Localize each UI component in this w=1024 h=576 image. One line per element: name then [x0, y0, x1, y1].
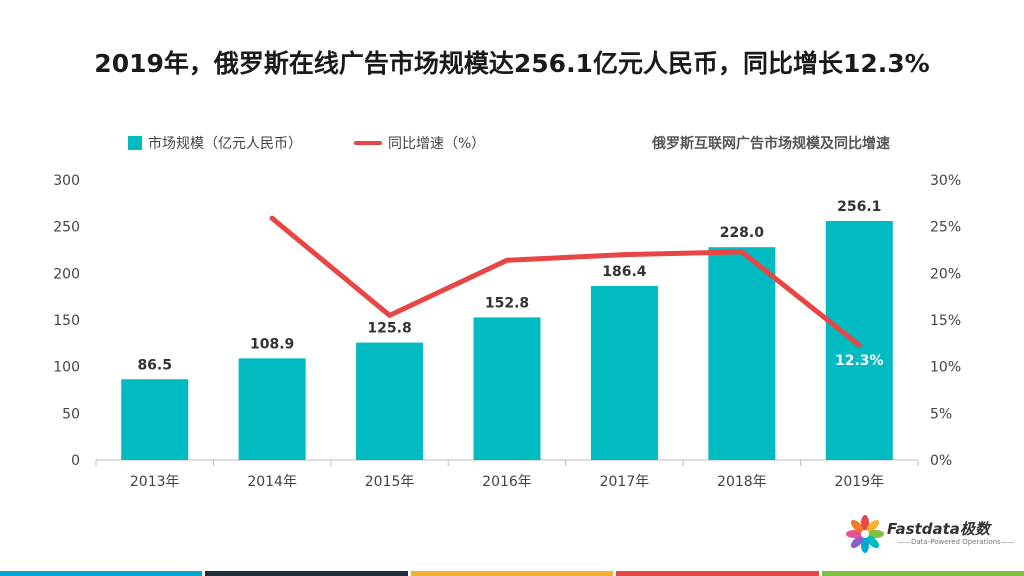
growth-point-2018年 [739, 249, 745, 255]
page-title: 2019年，俄罗斯在线广告市场规模达256.1亿元人民币，同比增长12.3% [94, 49, 930, 78]
growth-point-2015年 [387, 312, 393, 318]
legend-item-market-size: 市场规模（亿元人民币） [128, 133, 302, 153]
y-right-tick-label: 30% [930, 173, 961, 189]
bar-value-label: 86.5 [137, 357, 172, 373]
legend-swatch-line [354, 141, 382, 145]
bar-value-label: 108.9 [250, 336, 294, 352]
bar-2017年 [590, 286, 658, 460]
bar-value-label: 125.8 [367, 321, 411, 337]
bar-2015年 [356, 342, 424, 460]
growth-point-2019年 [856, 342, 862, 348]
brand-tagline: ——Data-Powered Operations—— [897, 538, 1015, 546]
x-tick-label: 2019年 [834, 474, 884, 490]
bar-2018年 [708, 247, 776, 460]
y-right-tick-label: 15% [930, 313, 961, 329]
y-left-tick-label: 100 [53, 360, 80, 376]
bar-2014年 [238, 358, 306, 460]
footer-segment [821, 571, 1024, 576]
bar-value-label: 186.4 [602, 264, 647, 280]
x-tick-label: 2013年 [130, 474, 180, 490]
y-right-tick-label: 10% [930, 360, 961, 376]
bar-2013年 [121, 379, 189, 460]
footer-segment [616, 571, 819, 576]
y-left-tick-label: 250 [53, 220, 80, 236]
footer-segment [0, 571, 203, 576]
brand-logo: Fastdata极数 ——Data-Powered Operations—— [845, 512, 1015, 556]
growth-line [269, 215, 862, 348]
legend-label-market-size: 市场规模（亿元人民币） [148, 136, 302, 152]
x-tick-label: 2018年 [717, 474, 767, 490]
y-right-tick-label: 25% [930, 220, 961, 236]
y-right-tick-label: 5% [930, 406, 952, 422]
bar-value-label: 152.8 [485, 295, 529, 311]
bar-2016年 [473, 317, 541, 460]
growth-point-2014年 [269, 215, 275, 221]
y-left-tick-label: 0 [71, 453, 80, 469]
x-tick-label: 2014年 [247, 474, 297, 490]
x-tick-label: 2017年 [600, 474, 650, 490]
y-left-tick-label: 200 [53, 266, 80, 282]
y-right-tick-label: 0% [930, 453, 952, 469]
x-tick-label: 2016年 [482, 474, 532, 490]
chart-title: 俄罗斯互联网广告市场规模及同比增速 [652, 136, 890, 152]
bar-2019年 [825, 220, 893, 460]
x-tick-label: 2015年 [365, 474, 415, 490]
footer-segment [205, 571, 408, 576]
legend-label-growth: 同比增速（%） [388, 136, 486, 152]
brand-name: Fastdata极数 [887, 520, 990, 538]
footer-segment [410, 571, 614, 576]
growth-point-2016年 [504, 257, 510, 263]
y-left-tick-label: 150 [53, 313, 80, 329]
bar-value-label: 228.0 [720, 225, 765, 241]
y-right-tick-label: 20% [930, 266, 961, 282]
y-left-tick-label: 300 [53, 173, 80, 189]
y-left-tick-label: 50 [62, 406, 80, 422]
growth-value-label: 12.3% [835, 353, 884, 369]
footer-color-bar [0, 571, 1024, 576]
bar-value-label: 256.1 [837, 199, 881, 215]
growth-point-2017年 [621, 252, 627, 258]
legend-swatch-bar [128, 136, 142, 150]
legend-item-growth: 同比增速（%） [354, 133, 485, 153]
flower-logo-icon [846, 515, 884, 553]
